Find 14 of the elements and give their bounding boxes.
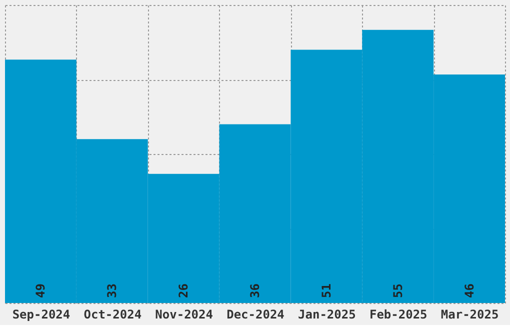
x-tick-label: Nov-2024 — [155, 308, 213, 322]
data-label: 36 — [248, 284, 262, 298]
x-tick-label: Dec-2024 — [226, 308, 284, 322]
x-tick-label: Sep-2024 — [12, 308, 70, 322]
data-label: 46 — [462, 284, 476, 298]
x-tick-label: Jan-2025 — [298, 308, 356, 322]
x-tick-label: Feb-2025 — [369, 308, 428, 322]
data-label: 49 — [34, 284, 48, 298]
data-label: 33 — [105, 284, 120, 298]
x-tick-label: Oct-2024 — [84, 308, 142, 322]
data-label: 26 — [176, 284, 191, 298]
x-tick-label: Mar-2025 — [440, 308, 499, 322]
data-label: 51 — [319, 284, 334, 298]
data-label: 55 — [390, 284, 405, 298]
